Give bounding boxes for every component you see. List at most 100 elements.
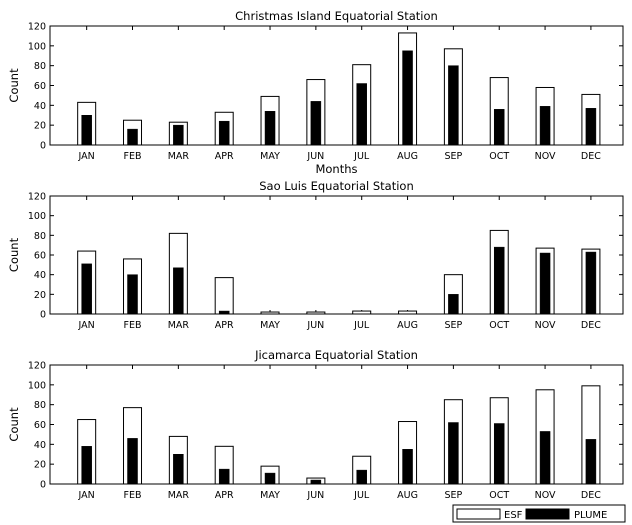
x-tick-label: MAR <box>168 320 190 331</box>
x-tick-label: FEB <box>124 490 142 501</box>
x-tick-label: MAY <box>260 320 280 331</box>
chart-panel-1: Christmas Island Equatorial Station Count… <box>7 9 624 176</box>
y-tick-label: 20 <box>34 121 46 132</box>
x-tick-label: DEC <box>581 151 601 162</box>
bar-plume-feb <box>127 438 138 485</box>
bar-plume-mar <box>173 267 184 315</box>
y-tick-label: 100 <box>28 380 46 391</box>
y-tick-label: 0 <box>40 310 46 321</box>
y-tick-label: 80 <box>34 400 46 411</box>
y-tick-label: 60 <box>34 81 46 92</box>
y-axis-label: Count <box>7 68 21 103</box>
x-tick-label: OCT <box>489 151 509 162</box>
x-tick-label: JUN <box>306 151 324 162</box>
y-tick-label: 40 <box>34 101 46 112</box>
y-tick-label: 100 <box>28 41 46 52</box>
x-tick-label: DEC <box>581 320 601 331</box>
bar-plume-mar <box>173 454 184 485</box>
y-tick-label: 20 <box>34 460 46 471</box>
x-tick-label: OCT <box>489 490 509 501</box>
bar-plume-jul <box>356 469 367 485</box>
chart-title: Sao Luis Equatorial Station <box>259 179 414 193</box>
chart-panel-2: Sao Luis Equatorial Station Count 0 20 40 60 8… <box>7 179 624 331</box>
y-tick-label: 20 <box>34 290 46 301</box>
x-tick-label: FEB <box>124 151 142 162</box>
x-tick-label: DEC <box>581 490 601 501</box>
bar-plume-nov <box>539 252 551 315</box>
bar-plume-dec <box>585 439 597 485</box>
bar-plume-feb <box>127 274 138 315</box>
bar-plume-jul <box>356 83 367 146</box>
x-tick-label: NOV <box>535 151 556 162</box>
y-tick-label: 120 <box>28 22 46 33</box>
bar-plume-jan <box>81 115 92 146</box>
y-tick-label: 40 <box>34 270 46 281</box>
y-tick-label: 100 <box>28 211 46 222</box>
x-tick-label: APR <box>215 320 234 331</box>
bar-plume-nov <box>539 431 551 485</box>
bar-plume-sep <box>448 294 459 315</box>
x-tick-label: NOV <box>535 320 556 331</box>
y-tick-label: 40 <box>34 440 46 451</box>
x-tick-label: MAR <box>168 490 190 501</box>
x-tick-label: JUN <box>306 320 324 331</box>
chart-title: Christmas Island Equatorial Station <box>235 9 438 23</box>
bar-plume-oct <box>493 246 505 315</box>
bar-plume-jan <box>81 446 92 485</box>
chart-panel-3: Jicamarca Equatorial Station Count 0 20 40 60… <box>7 348 624 501</box>
x-tick-label: JUL <box>353 151 370 162</box>
x-tick-label: AUG <box>397 320 418 331</box>
x-tick-label: JUN <box>306 490 324 501</box>
bar-esf-jun <box>306 311 326 315</box>
bar-plume-dec <box>585 108 597 146</box>
x-tick-label: SEP <box>445 490 463 501</box>
bar-plume-apr <box>218 468 230 485</box>
y-tick-label: 80 <box>34 61 46 72</box>
legend-swatch-esf <box>456 508 501 520</box>
x-tick-label: MAY <box>260 490 280 501</box>
chart-title: Jicamarca Equatorial Station <box>254 348 418 362</box>
bar-plume-may <box>264 472 276 485</box>
y-tick-label: 60 <box>34 420 46 431</box>
x-tick-label: OCT <box>489 320 509 331</box>
x-tick-label: JUL <box>353 490 370 501</box>
bar-plume-apr <box>218 120 230 146</box>
bar-plume-oct <box>493 109 505 146</box>
bar-plume-feb <box>127 128 138 146</box>
y-tick-label: 120 <box>28 361 46 372</box>
bar-plume-may <box>264 111 276 146</box>
bar-esf-may <box>260 311 280 315</box>
y-axis-label: Count <box>7 407 21 442</box>
y-tick-label: 0 <box>40 141 46 152</box>
bar-plume-sep <box>448 422 459 485</box>
bar-plume-oct <box>493 423 505 485</box>
legend: ESF PLUME <box>452 504 626 523</box>
bar-plume-mar <box>173 124 184 146</box>
x-tick-label: APR <box>215 490 234 501</box>
bar-plume-jan <box>81 263 92 315</box>
x-tick-label: MAR <box>168 151 190 162</box>
x-tick-label: AUG <box>397 151 418 162</box>
bar-plume-dec <box>585 251 597 315</box>
bar-plume-apr <box>218 310 230 315</box>
bar-plume-aug <box>402 50 413 146</box>
x-axis-label: Months <box>315 162 357 176</box>
x-tick-label: NOV <box>535 490 556 501</box>
legend-label-plume: PLUME <box>574 510 607 521</box>
x-tick-label: MAY <box>260 151 280 162</box>
y-axis-label: Count <box>7 237 21 272</box>
bar-plume-nov <box>539 106 551 146</box>
bar-plume-jun <box>310 101 322 146</box>
bar-plume-jun <box>310 479 322 485</box>
x-tick-label: APR <box>215 151 234 162</box>
bar-esf-aug <box>398 310 418 315</box>
legend-label-esf: ESF <box>504 510 523 521</box>
y-tick-label: 120 <box>28 192 46 203</box>
bar-plume-aug <box>402 449 413 485</box>
legend-swatch-plume <box>525 508 570 520</box>
x-tick-label: FEB <box>124 320 142 331</box>
bar-esf-apr <box>214 277 234 315</box>
bar-plume-sep <box>448 65 459 146</box>
x-tick-label: JUL <box>353 320 370 331</box>
